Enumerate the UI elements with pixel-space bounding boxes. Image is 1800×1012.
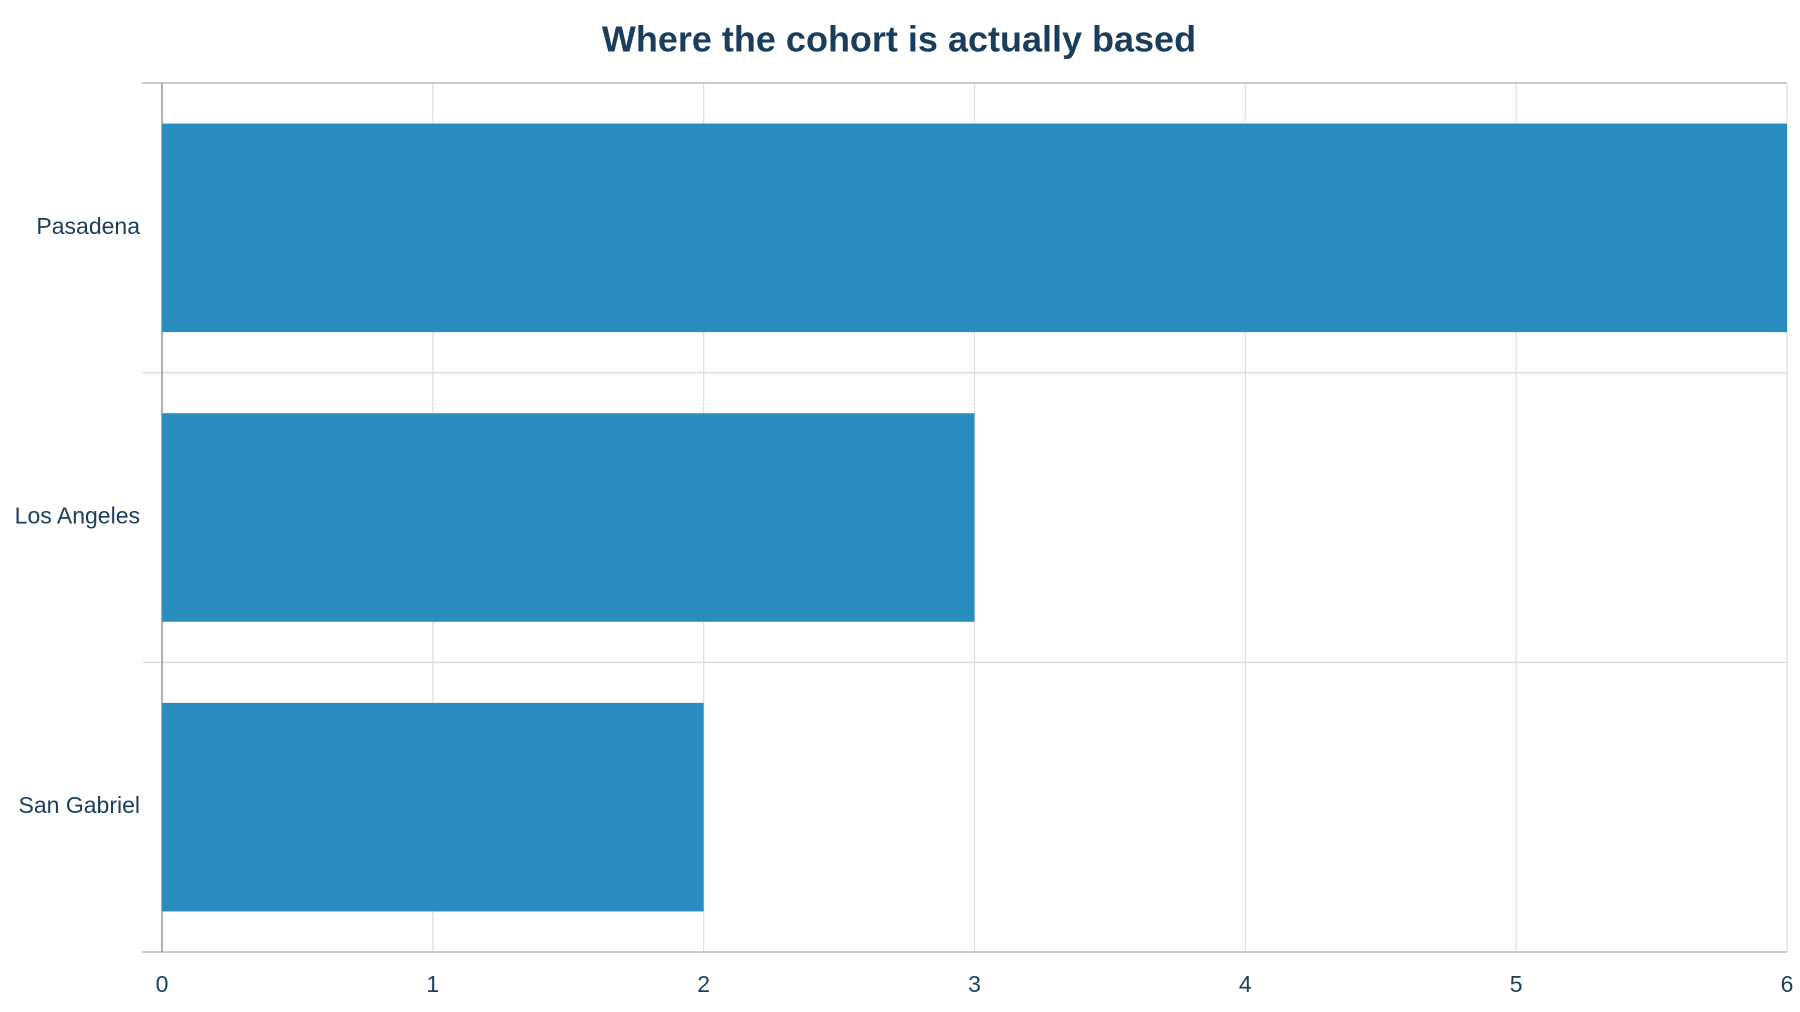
x-tick-label: 5 xyxy=(1510,971,1523,997)
chart-title: Where the cohort is actually based xyxy=(602,19,1196,60)
x-tick-label: 0 xyxy=(156,971,169,997)
y-tick-label: Los Angeles xyxy=(15,503,140,529)
x-tick-label: 1 xyxy=(426,971,439,997)
x-tick-label: 3 xyxy=(968,971,981,997)
bar xyxy=(162,413,975,622)
bar xyxy=(162,123,1787,333)
y-tick-label: San Gabriel xyxy=(19,792,140,818)
x-tick-label: 4 xyxy=(1239,971,1252,997)
x-tick-label: 6 xyxy=(1781,971,1794,997)
y-tick-label: Pasadena xyxy=(36,213,140,239)
x-tick-label: 2 xyxy=(697,971,710,997)
bar xyxy=(162,702,704,912)
